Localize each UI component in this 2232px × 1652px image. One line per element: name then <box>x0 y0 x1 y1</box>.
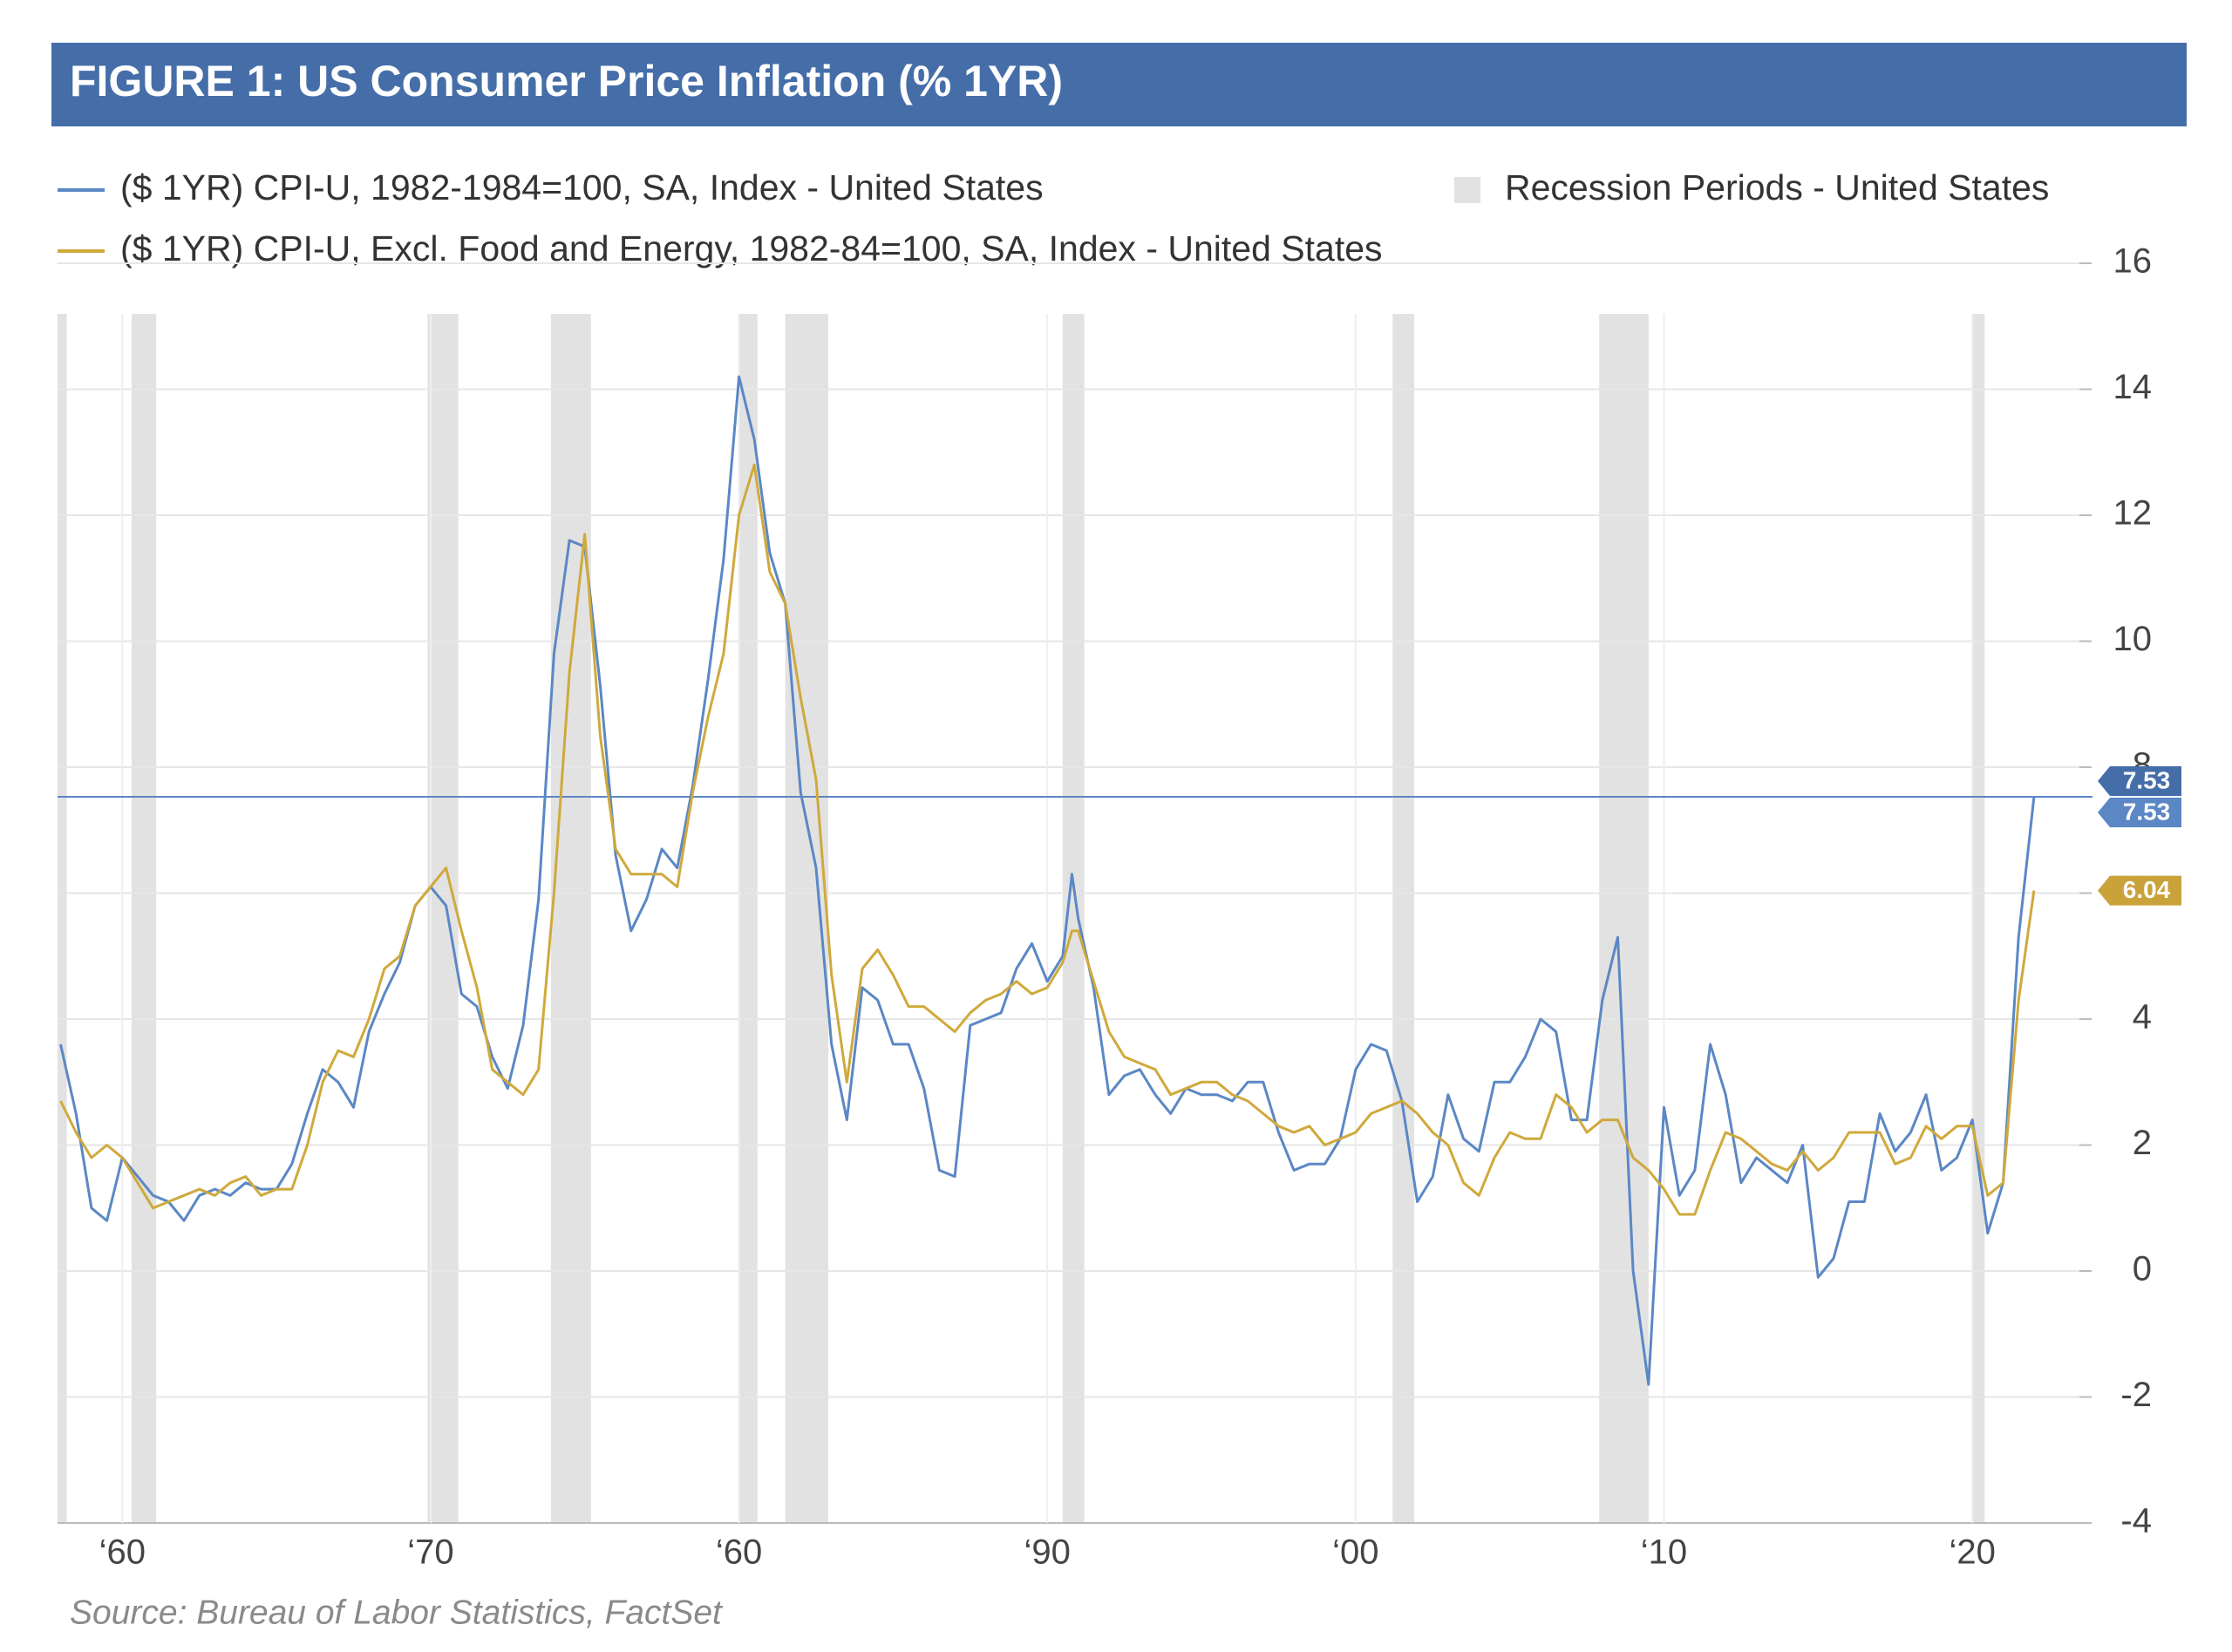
legend-label: ($ 1YR) CPI-U, 1982-1984=100, SA, Index … <box>120 167 1044 207</box>
x-tick-label: ‘20 <box>1949 1533 1995 1572</box>
recession-band <box>550 314 591 1523</box>
y-tick-label: 16 <box>2113 242 2153 281</box>
recession-band <box>131 314 157 1523</box>
x-tick-label: ‘00 <box>1332 1533 1378 1572</box>
series-line <box>59 375 2036 1386</box>
x-tick-label: ‘70 <box>407 1533 453 1572</box>
recession-band <box>1392 314 1415 1523</box>
x-tick-label: ‘60 <box>99 1533 146 1572</box>
x-tick-label: ‘10 <box>1641 1533 1687 1572</box>
y-tick-label: -2 <box>2120 1376 2152 1414</box>
value-tag-label: 7.53 <box>2123 798 2171 825</box>
title-bar <box>51 43 2187 126</box>
recession-band <box>738 314 758 1523</box>
legend-label: Recession Periods - United States <box>1505 167 2049 207</box>
source: Source: Bureau of Labor Statistics, Fact… <box>70 1594 724 1631</box>
recession-band <box>785 314 829 1523</box>
value-tag <box>2098 875 2181 906</box>
x-tick-label: ‘90 <box>1024 1533 1071 1572</box>
recession-band <box>1972 314 1985 1523</box>
legend-label: ($ 1YR) CPI-U, Excl. Food and Energy, 19… <box>120 228 1383 269</box>
y-tick-label: 0 <box>2133 1250 2152 1288</box>
y-tick-label: 2 <box>2133 1124 2152 1162</box>
value-tag-label: 7.53 <box>2123 766 2171 793</box>
recession-band <box>427 314 459 1523</box>
chart-title: FIGURE 1: US Consumer Price Inflation (%… <box>70 57 1063 105</box>
legend-swatch <box>1454 177 1480 203</box>
value-tag <box>2098 797 2181 827</box>
y-tick-label: 12 <box>2113 494 2153 533</box>
value-tag <box>2098 765 2181 796</box>
x-tick-label: ‘60 <box>716 1533 762 1572</box>
y-tick-label: 10 <box>2113 620 2153 658</box>
y-tick-label: 14 <box>2113 368 2153 406</box>
y-tick-label: 4 <box>2133 998 2152 1037</box>
recession-band <box>1599 314 1649 1523</box>
value-tag-label: 6.04 <box>2123 876 2171 903</box>
series-line <box>59 463 2036 1216</box>
y-tick-label: -4 <box>2120 1502 2152 1540</box>
recession-band <box>58 314 67 1523</box>
